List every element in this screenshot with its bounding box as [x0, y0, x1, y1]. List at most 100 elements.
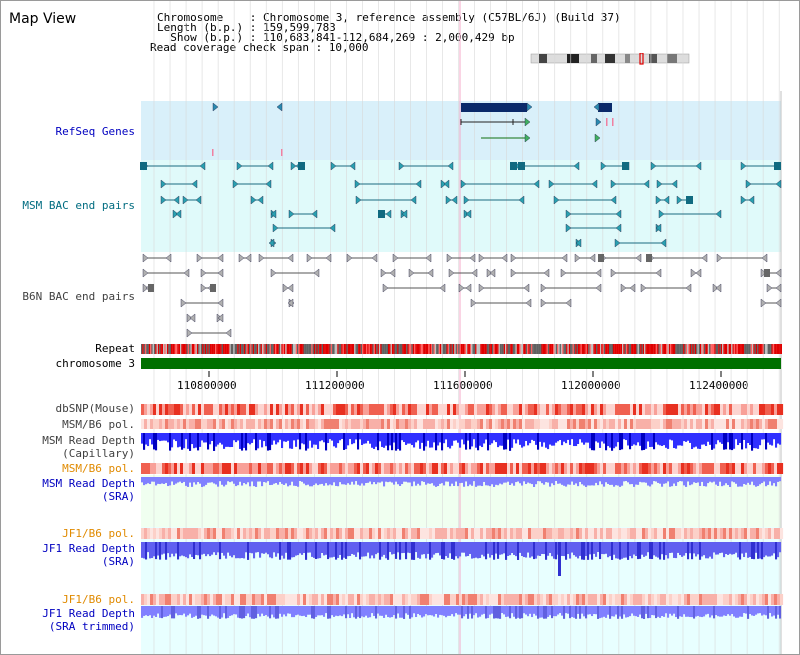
repeat-mark [645, 344, 647, 354]
arrow-mark [510, 253, 517, 263]
repeat-mark [325, 344, 327, 354]
depth-bar [347, 433, 350, 446]
heat-cell [147, 404, 151, 415]
depth-bar [313, 542, 316, 558]
heat-cell [480, 463, 484, 474]
heat-cell [588, 404, 592, 415]
depth-bar [561, 433, 564, 446]
depth-bar [585, 477, 588, 487]
jf1-read-depth-trimmed-label-1[interactable]: JF1 Read Depth [42, 607, 135, 620]
msm-sra-track-bg [141, 475, 781, 527]
axis-tick-label: 111600000 [433, 379, 493, 392]
depth-bar [143, 606, 146, 616]
repeat-mark [194, 344, 196, 354]
repeat-mark [641, 344, 643, 354]
depth-bar [649, 542, 652, 559]
depth-bar [311, 542, 314, 557]
arrow-mark [142, 253, 149, 263]
depth-bar [697, 606, 700, 616]
repeat-mark [373, 344, 376, 354]
repeat-mark [512, 344, 515, 354]
heat-cell [168, 404, 172, 415]
repeat-mark [609, 344, 611, 354]
jf1-read-depth-sra-label-1[interactable]: JF1 Read Depth [42, 542, 135, 555]
repeat-mark [479, 344, 481, 354]
depth-bar [161, 542, 164, 555]
heat-cell [558, 528, 562, 539]
heat-cell [306, 463, 310, 474]
msm-b6-pol-sra-label[interactable]: MSM/B6 pol. [62, 462, 135, 475]
heat-cell [681, 594, 685, 605]
depth-bar [311, 433, 314, 448]
depth-bar [755, 542, 758, 553]
repeat-mark [472, 344, 474, 354]
depth-bar [209, 433, 212, 445]
depth-bar [435, 542, 438, 554]
heat-cell [219, 528, 223, 539]
depth-bar [685, 606, 688, 617]
repeat-mark [173, 344, 175, 354]
msm-bac-end-pairs-label[interactable]: MSM BAC end pairs [22, 199, 135, 212]
b6n-bac-end-pairs-label[interactable]: B6N BAC end pairs [22, 290, 135, 303]
heat-cell [273, 528, 277, 539]
msm-b6-pol-label[interactable]: MSM/B6 pol. [62, 418, 135, 431]
depth-bar [437, 606, 440, 618]
heat-cell [744, 594, 748, 605]
msm-read-depth-sra-label-1[interactable]: MSM Read Depth [42, 477, 135, 490]
repeat-mark [274, 344, 277, 354]
depth-bar [743, 477, 746, 484]
repeat-mark [271, 344, 273, 354]
arrow-mark [236, 161, 243, 171]
depth-bar [483, 433, 486, 444]
depth-bar [237, 542, 240, 559]
heat-cell [588, 594, 592, 605]
chromosome-ideogram[interactable] [529, 53, 694, 65]
repeat-mark [286, 344, 288, 354]
depth-bar [341, 477, 344, 485]
repeat-mark [762, 344, 764, 354]
repeat-mark [736, 344, 738, 354]
repeat-mark [657, 344, 659, 354]
repeat-mark [252, 344, 255, 354]
heat-cell [216, 404, 220, 415]
depth-bar [377, 542, 380, 553]
jf1-b6-pol-label-2[interactable]: JF1/B6 pol. [62, 593, 135, 606]
heat-cell [195, 404, 199, 415]
heat-cell [405, 528, 409, 539]
depth-bar [433, 606, 436, 617]
heat-cell [210, 528, 214, 539]
depth-bar [757, 606, 760, 614]
depth-bar [359, 477, 362, 486]
jf1-b6-pol-label[interactable]: JF1/B6 pol. [62, 527, 135, 540]
heat-cell [771, 463, 775, 474]
depth-bar [247, 433, 250, 444]
repeat-mark [248, 344, 251, 354]
heat-cell [594, 419, 598, 429]
dbsnp-label[interactable]: dbSNP(Mouse) [55, 402, 135, 415]
depth-bar [529, 542, 532, 558]
depth-bar [769, 477, 772, 482]
heat-cell [588, 463, 592, 474]
heat-cell [324, 528, 328, 539]
heat-cell [579, 528, 583, 539]
heat-cell [570, 404, 574, 415]
depth-bar [259, 606, 262, 617]
depth-bar [193, 433, 196, 449]
heat-cell [504, 528, 508, 539]
heat-cell [732, 594, 736, 605]
depth-bar [225, 433, 228, 447]
depth-bar [631, 477, 634, 485]
heat-cell [420, 463, 424, 474]
arrow-mark [427, 268, 434, 278]
heat-cell [471, 528, 475, 539]
depth-bar [287, 477, 290, 487]
refseq-genes-label[interactable]: RefSeq Genes [55, 125, 135, 138]
repeat-mark [776, 344, 779, 354]
msm-read-depth-capillary-label-1[interactable]: MSM Read Depth [42, 434, 135, 447]
repeat-mark [420, 344, 422, 354]
depth-bar [747, 542, 750, 558]
depth-bar [175, 542, 178, 554]
repeat-mark [750, 344, 753, 354]
arrow-mark [478, 283, 485, 293]
